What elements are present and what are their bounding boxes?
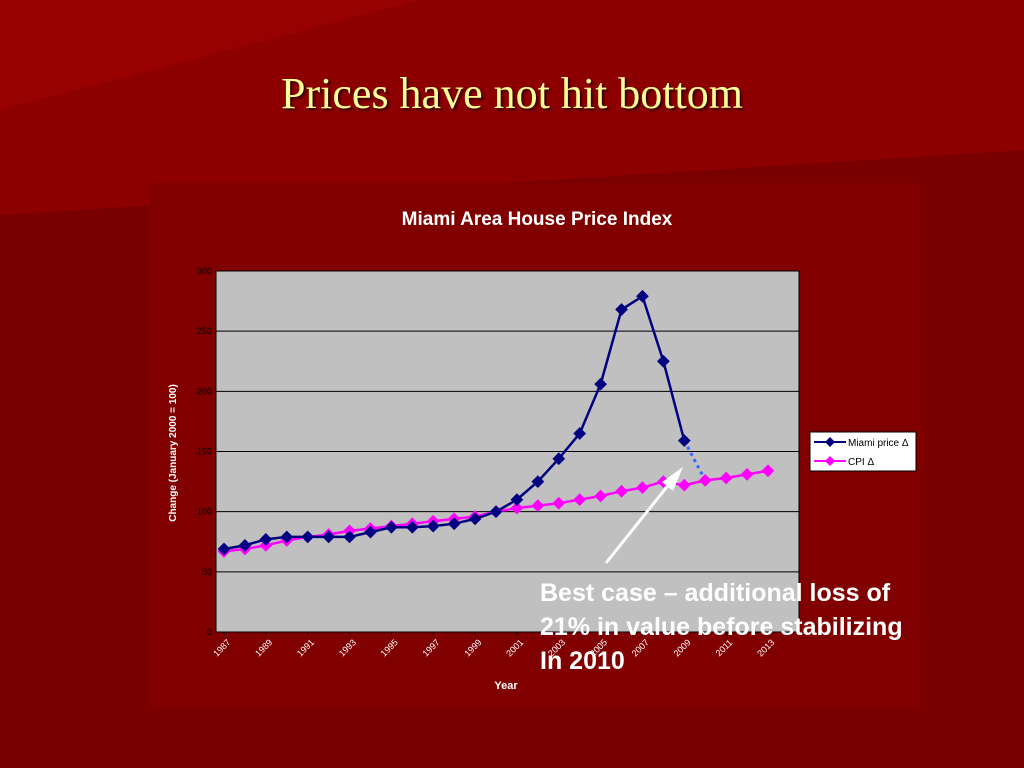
data-point-miami [426, 519, 440, 533]
data-point-miami [657, 354, 670, 368]
x-tick-label: 1993 [337, 637, 358, 658]
data-point-miami [489, 505, 503, 519]
callout-arrow [604, 482, 672, 564]
callout-line-2: 21% in value before stabilizing [540, 613, 903, 641]
data-point-cpi [510, 501, 524, 515]
legend-marker-miami [825, 437, 835, 447]
chart-title: Miami Area House Price Index [402, 209, 673, 230]
callout-line-1: Best case – additional loss of [540, 579, 891, 607]
data-point-miami [677, 434, 691, 448]
legend: Miami price Δ CPI Δ [809, 431, 917, 472]
x-tick-label: 1987 [211, 637, 232, 658]
y-tick-label: 300 [197, 266, 212, 276]
data-point-miami [217, 542, 231, 556]
legend-marker-cpi [825, 456, 835, 466]
data-point-cpi [531, 499, 545, 513]
data-point-miami [343, 530, 356, 544]
grid-layer [216, 330, 799, 573]
y-tick-labels: 0 50 100 150 200 250 300 [197, 266, 212, 637]
callout-text: Best case – additional loss of 21% in va… [540, 576, 1010, 678]
data-point-miami [364, 525, 377, 539]
projection-line [682, 439, 707, 482]
y-tick-label: 200 [197, 386, 212, 396]
y-tick-label: 100 [197, 507, 212, 517]
y-tick-label: 50 [202, 567, 212, 577]
data-point-miami [531, 475, 545, 488]
x-tick-label: 1999 [462, 637, 483, 658]
data-point-miami [301, 530, 315, 544]
callout-arrowhead [662, 467, 683, 491]
data-point-miami [594, 377, 607, 391]
y-axis-label: Change (January 2000 = 100) [168, 384, 179, 522]
legend-box [809, 431, 917, 472]
y-tick-label: 0 [207, 627, 212, 637]
chart-svg: Miami Area House Price Index 0 50 100 150 20… [168, 209, 917, 692]
chart-panel: Miami Area House Price Index 0 50 100 150 20… [150, 183, 921, 710]
x-axis-label: Year [494, 680, 518, 692]
data-point-miami [322, 530, 335, 544]
x-tick-label: 1989 [253, 637, 274, 658]
x-tick-label: 2001 [504, 637, 525, 658]
data-point-cpi [594, 489, 607, 503]
slide-title: Prices have not hit bottom [281, 69, 743, 118]
legend-label-cpi: CPI Δ [848, 457, 874, 468]
data-point-miami [510, 493, 524, 506]
x-tick-label: 1997 [420, 637, 441, 658]
x-tick-label: 1995 [379, 637, 400, 658]
legend-label-miami: Miami price Δ [848, 438, 909, 449]
x-tick-label: 1991 [295, 637, 316, 658]
y-tick-label: 150 [197, 447, 212, 457]
y-tick-label: 250 [197, 326, 212, 336]
callout-line-3: In 2010 [540, 647, 625, 675]
data-point-miami [280, 530, 294, 544]
